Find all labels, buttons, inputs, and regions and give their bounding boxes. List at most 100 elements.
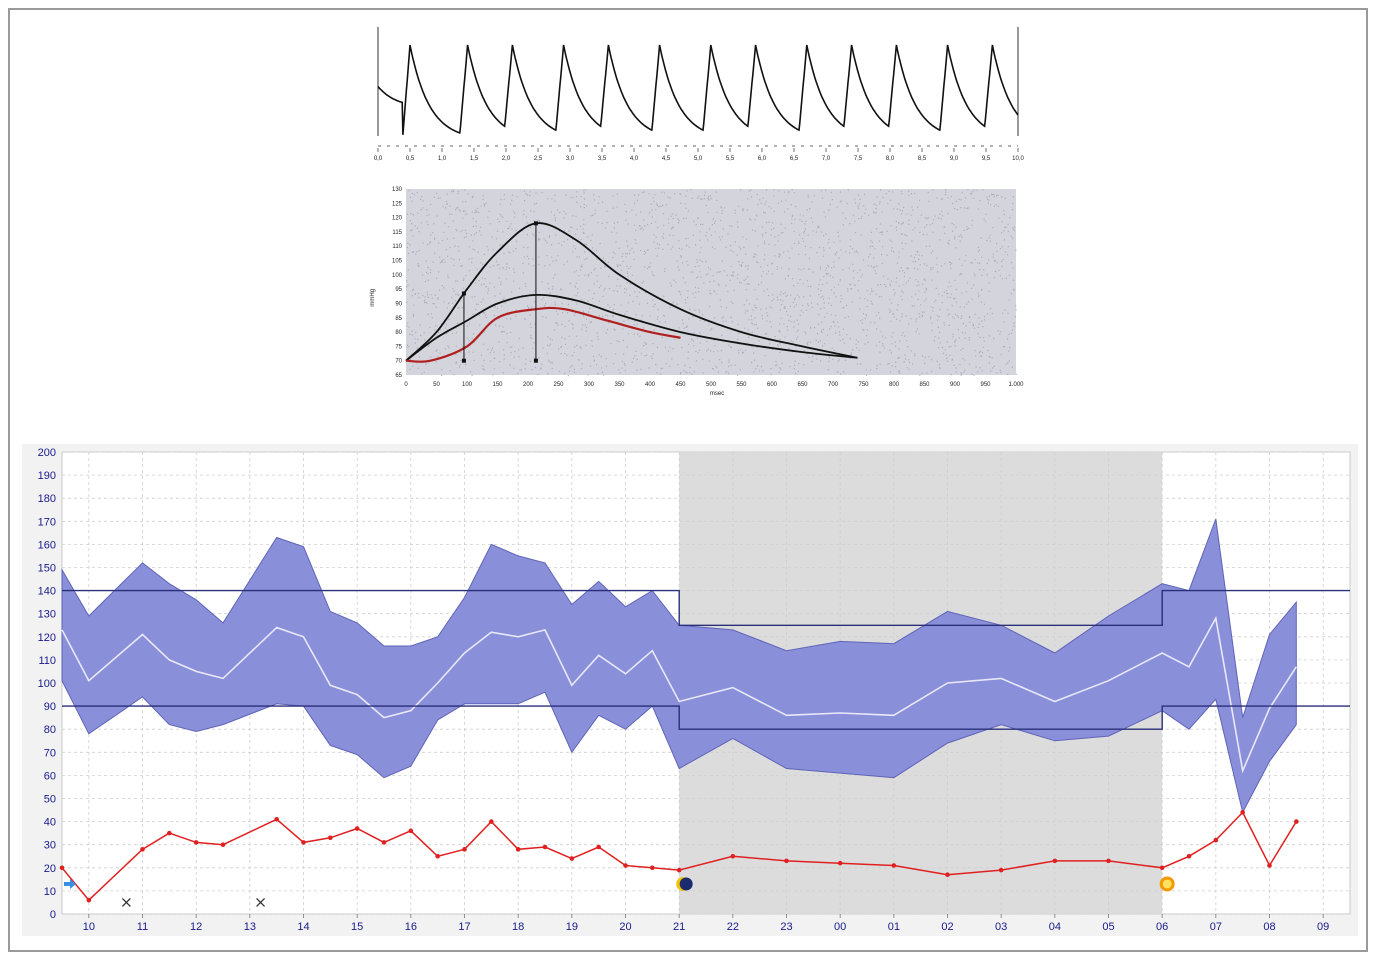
pulse-x-tick-label: 300 (584, 382, 595, 388)
heart-rate-point (837, 860, 843, 866)
wave-x-tick-label: 3,0 (566, 156, 575, 162)
abpm-x-tick-label: 00 (834, 921, 846, 933)
pulse-y-tick-label: 80 (395, 330, 402, 336)
abpm-y-tick-label: 160 (38, 539, 56, 551)
wave-x-tick-label: 8,5 (918, 156, 927, 162)
pulse-marker-bottom (533, 358, 538, 363)
pulse-x-tick-label: 400 (645, 382, 656, 388)
wave-x-tick-label: 1,5 (470, 156, 479, 162)
wave-x-tick-label: 4,5 (662, 156, 671, 162)
heart-rate-point (86, 897, 92, 903)
heart-rate-point (542, 844, 548, 850)
wave-x-tick-label: 5,5 (726, 156, 735, 162)
abpm-y-tick-label: 110 (38, 655, 56, 667)
wave-x-tick-label: 2,5 (534, 156, 543, 162)
heart-rate-point (462, 847, 467, 852)
abpm-x-tick-label: 10 (83, 921, 95, 933)
abpm-x-tick-label: 17 (458, 921, 470, 933)
abpm-x-tick-label: 19 (566, 921, 578, 933)
heart-rate-point (730, 853, 736, 859)
abpm-y-tick-label: 170 (38, 516, 56, 528)
pulse-x-tick-label: 200 (523, 382, 534, 388)
pulse-y-tick-label: 90 (395, 301, 402, 307)
pulse-x-tick-label: 550 (736, 382, 747, 388)
heart-rate-point (784, 858, 789, 864)
abpm-y-tick-label: 70 (44, 747, 56, 759)
abpm-y-tick-label: 30 (44, 840, 56, 852)
heart-rate-point (408, 828, 414, 834)
heart-rate-point (1213, 837, 1219, 843)
abpm-y-tick-label: 0 (50, 909, 56, 921)
abpm-y-tick-label: 10 (44, 886, 56, 898)
pulse-y-tick-label: 105 (392, 259, 403, 265)
pulse-x-tick-label: 900 (950, 382, 961, 388)
abpm-x-tick-label: 07 (1210, 921, 1222, 933)
heart-rate-point (140, 847, 145, 852)
heart-rate-point (1267, 863, 1272, 868)
pulse-y-tick-label: 65 (395, 373, 402, 379)
pulse-marker-top (533, 221, 538, 226)
heart-rate-point (354, 826, 360, 831)
wave-x-tick-label: 6,5 (790, 156, 799, 162)
wave-x-tick-label: 7,0 (822, 156, 831, 162)
abpm-x-tick-label: 05 (1102, 921, 1114, 933)
pulse-x-tick-label: 1.000 (1008, 382, 1024, 388)
bp-range-band (61, 518, 1297, 814)
wave-x-tick-label: 0,5 (406, 156, 415, 162)
abpm-y-tick-label: 190 (38, 470, 56, 482)
abpm-y-tick-label: 90 (44, 701, 56, 713)
abpm-x-tick-label: 20 (619, 921, 631, 933)
arrow-icon (64, 878, 76, 889)
abpm-y-tick-label: 120 (38, 632, 56, 644)
pulse-plot-background (406, 189, 1016, 375)
diastolic-threshold-line (62, 705, 1350, 730)
pulse-x-tick-label: 800 (889, 382, 900, 388)
heart-rate-point (945, 872, 950, 878)
abpm-y-tick-label: 100 (38, 678, 56, 690)
pulse-x-axis-label: msec (710, 391, 724, 397)
pulse-x-tick-label: 0 (404, 382, 408, 388)
heart-rate-point (623, 863, 628, 868)
sun-icon (1159, 876, 1175, 892)
pulse-x-tick-label: 700 (828, 382, 839, 388)
pulse-y-tick-label: 95 (395, 287, 402, 293)
abpm-x-tick-label: 08 (1263, 921, 1275, 933)
pulse-y-tick-label: 75 (395, 344, 402, 350)
wave-x-tick-label: 7,5 (854, 156, 863, 162)
abpm-y-tick-label: 200 (38, 447, 56, 459)
heart-rate-point (1240, 810, 1245, 815)
abpm-x-tick-label: 04 (1049, 921, 1061, 933)
heart-rate-point (274, 816, 279, 822)
wave-x-tick-label: 9,0 (950, 156, 959, 162)
abpm-x-tick-label: 03 (995, 921, 1007, 933)
close-x-icon (121, 897, 131, 907)
pulse-waveform-line (377, 44, 1019, 135)
abpm-x-tick-label: 02 (941, 921, 953, 933)
heart-rate-point (381, 840, 387, 845)
heart-rate-point (891, 863, 897, 868)
heart-rate-point (1052, 858, 1058, 864)
pulse-contour-chart: 0 50 100 150 200 250 300 350 400 450 500 550 600 650 7… (370, 187, 1024, 397)
heart-rate-point (167, 830, 172, 836)
pulse-y-tick-label: 130 (392, 187, 403, 193)
wave-x-tick-label: 6,0 (758, 156, 767, 162)
pulse-x-tick-label: 150 (492, 382, 503, 388)
abpm-y-tick-label: 130 (38, 609, 56, 621)
arrow-shape (64, 878, 76, 889)
abpm-y-tick-label: 60 (44, 770, 56, 782)
pulse-waveform-chart: 0,0 0,5 1,0 1,5 2,0 2,5 3,0 3,5 4,0 4,5 5,0 5,5 6,0 6… (374, 27, 1024, 162)
heart-rate-point (328, 835, 333, 841)
abpm-y-tick-label: 150 (38, 563, 56, 575)
heart-rate-point (676, 867, 682, 873)
wave-x-tick-label: 9,5 (982, 156, 991, 162)
wave-x-tick-label: 3,5 (598, 156, 607, 162)
pulse-y-tick-label: 125 (392, 201, 403, 207)
ambulatory-bp-chart: 0102030405060708090100110120130140150160… (22, 444, 1358, 936)
pulse-marker-top (461, 291, 466, 296)
moon-disc (679, 877, 693, 891)
abpm-y-tick-label: 140 (38, 586, 56, 598)
abpm-y-tick-label: 80 (44, 724, 56, 736)
pulse-marker-bottom (461, 358, 466, 363)
abpm-x-tick-label: 11 (137, 921, 148, 933)
pulse-y-tick-label: 120 (392, 216, 403, 222)
